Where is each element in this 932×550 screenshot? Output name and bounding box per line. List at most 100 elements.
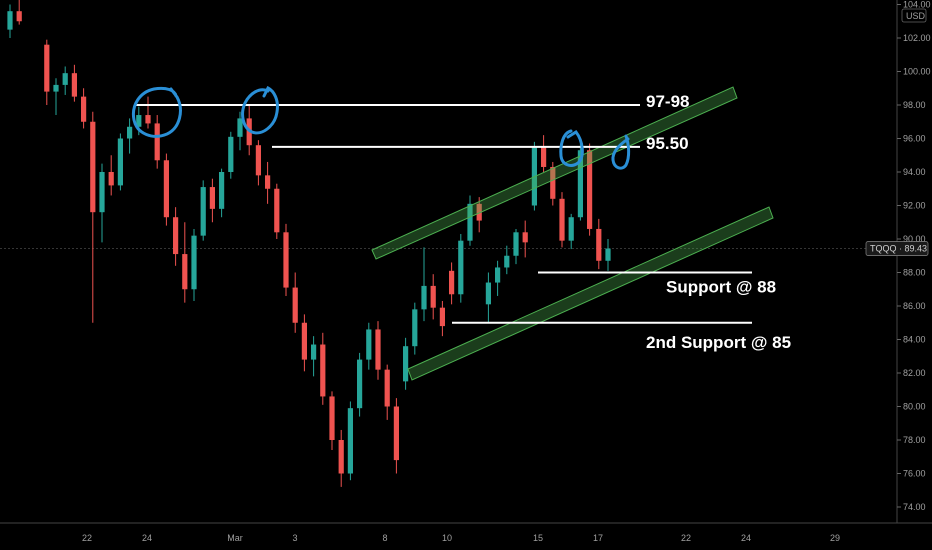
candle-body <box>191 235 197 290</box>
candle <box>71 64 77 102</box>
candle <box>605 239 611 271</box>
candle-body <box>504 255 510 268</box>
candle-body <box>16 11 22 22</box>
candle <box>495 260 501 296</box>
candle-body <box>255 145 261 176</box>
candle-body <box>541 146 547 167</box>
candle-body <box>136 115 142 127</box>
candle <box>145 96 151 129</box>
candle-body <box>274 188 280 233</box>
candle-body <box>421 285 427 310</box>
candle <box>62 66 68 95</box>
candle <box>53 78 59 116</box>
candle-body <box>513 232 519 256</box>
annotation-label: 97-98 <box>646 92 689 111</box>
candle <box>219 168 225 218</box>
candle-body <box>154 123 160 161</box>
candle <box>329 391 335 451</box>
y-tick-label: 86.00 <box>903 301 926 311</box>
y-tick-label: 90.00 <box>903 234 926 244</box>
candle-body <box>449 270 455 295</box>
candle <box>559 192 565 248</box>
candle <box>449 262 455 305</box>
candle-body <box>71 73 77 97</box>
candle <box>16 0 22 25</box>
x-tick-label: 15 <box>533 533 543 543</box>
candle-body <box>550 166 556 199</box>
candle <box>347 401 353 481</box>
candle-body <box>99 172 105 213</box>
candle <box>191 228 197 301</box>
candle-body <box>7 11 13 30</box>
candle <box>301 314 307 372</box>
y-tick-label: 104.00 <box>903 0 931 10</box>
candle-body <box>228 136 234 172</box>
candle <box>550 161 556 206</box>
candle-body <box>403 346 409 382</box>
candle <box>265 161 271 204</box>
x-tick-label: Mar <box>227 533 243 543</box>
y-tick-label: 94.00 <box>903 167 926 177</box>
candle <box>522 220 528 258</box>
candle-body <box>117 138 123 186</box>
candle <box>99 163 105 243</box>
x-tick-label: 24 <box>741 533 751 543</box>
annotation-label: 95.50 <box>646 134 689 153</box>
candle-body <box>44 44 50 92</box>
candle-body <box>476 203 482 221</box>
x-tick-label: 3 <box>292 533 297 543</box>
annotation-label: Support @ 88 <box>666 278 776 297</box>
candle-body <box>173 217 179 255</box>
hand-drawn-circle <box>611 134 631 170</box>
y-tick-label: 100.00 <box>903 67 931 77</box>
candle <box>108 155 114 196</box>
candle <box>81 88 87 129</box>
candle-body <box>430 285 436 308</box>
candle-body <box>467 203 473 241</box>
candle-body <box>559 198 565 241</box>
candle <box>596 218 602 270</box>
candle <box>283 223 289 296</box>
candle-body <box>375 329 381 370</box>
candle-body <box>182 254 188 290</box>
candle <box>375 321 381 380</box>
candle <box>154 115 160 169</box>
candle <box>421 247 427 322</box>
candle-body <box>81 96 87 122</box>
candle-body <box>384 369 390 407</box>
y-tick-label: 102.00 <box>903 33 931 43</box>
candle-body <box>292 287 298 323</box>
candle <box>568 213 574 250</box>
x-tick-label: 24 <box>142 533 152 543</box>
candle-body <box>596 228 602 261</box>
candle <box>485 272 491 323</box>
candle <box>163 153 169 226</box>
hand-drawn-circle <box>131 86 182 138</box>
candle-body <box>522 232 528 243</box>
candle-body <box>53 84 59 92</box>
candle <box>412 302 418 355</box>
candle-body <box>338 440 344 474</box>
y-tick-label: 96.00 <box>903 134 926 144</box>
candle <box>458 233 464 303</box>
y-tick-label: 84.00 <box>903 335 926 345</box>
candle <box>117 133 123 191</box>
x-tick-label: 17 <box>593 533 603 543</box>
candle-body <box>577 150 583 218</box>
price-tag-label: TQQQ · 89.43 <box>870 244 927 254</box>
candle <box>255 140 261 186</box>
candle-body <box>485 282 491 305</box>
candle <box>504 245 510 275</box>
candle <box>430 274 436 320</box>
y-tick-label: 88.00 <box>903 268 926 278</box>
candle <box>439 300 445 337</box>
candle <box>90 111 96 323</box>
candle-body <box>366 329 372 360</box>
currency-box <box>901 8 927 23</box>
y-tick-label: 98.00 <box>903 100 926 110</box>
candle-body <box>108 172 114 186</box>
candle-body <box>439 307 445 327</box>
candle <box>513 228 519 265</box>
